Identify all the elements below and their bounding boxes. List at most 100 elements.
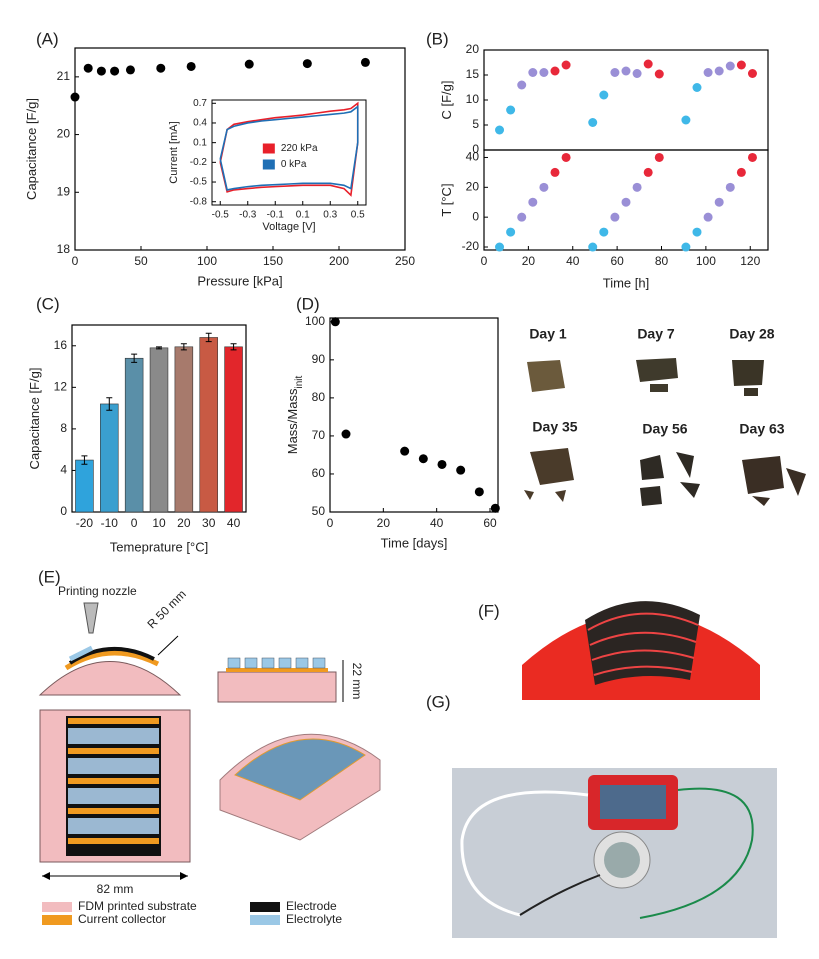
- x-axis-label: Time [days]: [381, 535, 448, 550]
- data-point: [551, 168, 560, 177]
- x-tick-label: 0: [327, 516, 334, 530]
- y-axis-label-main: Mass/Mass: [285, 388, 300, 454]
- data-point: [715, 198, 724, 207]
- data-point: [528, 198, 537, 207]
- photo-label: Day 28: [729, 326, 774, 342]
- data-point: [693, 83, 702, 92]
- height-label: 22 mm: [350, 663, 364, 700]
- panel-label: (B): [426, 29, 449, 48]
- photo-label: Day 56: [642, 421, 687, 437]
- x-tick-label: 0.3: [323, 210, 337, 221]
- data-point: [156, 64, 165, 73]
- x-tick-label: 80: [655, 254, 669, 268]
- y-tick-label: 90: [312, 352, 326, 366]
- photo-label: Day 1: [529, 326, 567, 342]
- y-tick-label: 8: [60, 421, 67, 435]
- panel-label: (C): [36, 294, 60, 313]
- y-tick-label: 21: [57, 69, 71, 83]
- data-point: [610, 68, 619, 77]
- data-point: [562, 61, 571, 70]
- sample-photo: [527, 360, 565, 392]
- y-axis-label-main: Current [mA]: [168, 121, 180, 183]
- data-point: [644, 60, 653, 69]
- bar: [125, 358, 143, 512]
- data-point: [528, 68, 537, 77]
- y-tick-label: 20: [466, 179, 480, 193]
- y-tick-label: -0.2: [190, 157, 208, 168]
- legend-label: Electrolyte: [286, 912, 342, 926]
- data-point: [97, 67, 106, 76]
- y-tick-label: 5: [472, 117, 479, 131]
- legend-label: 0 kPa: [281, 159, 307, 170]
- y-tick-label: 12: [54, 380, 68, 394]
- y-tick-label: 0.4: [193, 118, 207, 129]
- data-point: [126, 65, 135, 74]
- y-tick-label: -0.5: [190, 177, 208, 188]
- x-tick-label: 40: [227, 516, 241, 530]
- x-axis-label: Temeprature [°C]: [110, 539, 208, 554]
- data-point: [748, 153, 757, 162]
- data-point: [681, 243, 690, 252]
- y-tick-label: 100: [305, 314, 325, 328]
- data-point: [704, 213, 713, 222]
- y-axis-label-main: C [F/g]: [439, 80, 454, 119]
- photo-label: Day 35: [532, 419, 577, 435]
- legend-swatch: [263, 144, 275, 154]
- data-point: [110, 67, 119, 76]
- data-point: [748, 69, 757, 78]
- data-point: [400, 447, 409, 456]
- legend-label: FDM printed substrate: [78, 899, 197, 913]
- y-tick-label: 0.7: [193, 98, 207, 109]
- y-axis-label-main: T [°C]: [439, 183, 454, 216]
- y-axis-label: C [F/g]: [439, 80, 454, 119]
- data-point: [475, 487, 484, 496]
- legend-label: Current collector: [78, 912, 166, 926]
- x-tick-label: 40: [430, 516, 444, 530]
- width-label: 82 mm: [97, 882, 134, 896]
- data-point: [622, 198, 631, 207]
- data-point: [551, 67, 560, 76]
- data-point: [495, 126, 504, 135]
- data-point: [506, 228, 515, 237]
- y-tick-label: 10: [466, 92, 480, 106]
- data-point: [704, 68, 713, 77]
- x-axis-label: Pressure [kPa]: [197, 273, 282, 288]
- data-point: [456, 466, 465, 475]
- x-tick-label: 20: [377, 516, 391, 530]
- y-tick-label: 16: [54, 338, 68, 352]
- x-tick-label: 0.1: [296, 210, 310, 221]
- x-tick-label: 0: [72, 254, 79, 268]
- data-point: [655, 153, 664, 162]
- photo-label: Day 63: [739, 421, 784, 437]
- x-tick-label: 20: [177, 516, 191, 530]
- bar: [75, 460, 93, 512]
- y-axis-label: Capacitance [F/g]: [27, 368, 42, 470]
- data-point: [737, 168, 746, 177]
- x-tick-label: -0.5: [212, 210, 230, 221]
- data-point: [361, 58, 370, 67]
- circuit-photo: [452, 768, 777, 938]
- data-point: [539, 183, 548, 192]
- data-point: [245, 60, 254, 69]
- panel-label: (F): [478, 601, 500, 620]
- y-tick-label: 0.1: [193, 137, 207, 148]
- data-point: [622, 67, 631, 76]
- x-tick-label: 200: [329, 254, 349, 268]
- y-tick-label: 4: [60, 463, 67, 477]
- legend-label: 220 kPa: [281, 143, 318, 154]
- data-point: [71, 93, 80, 102]
- x-tick-label: 10: [152, 516, 166, 530]
- device-window: [600, 785, 666, 819]
- x-tick-label: 0: [481, 254, 488, 268]
- x-axis-label: Voltage [V]: [262, 221, 315, 233]
- y-tick-label: 80: [312, 390, 326, 404]
- data-point: [599, 228, 608, 237]
- y-tick-label: 40: [466, 150, 480, 164]
- panel-label: (A): [36, 29, 59, 48]
- bar: [225, 347, 243, 512]
- panel-label: (G): [426, 692, 451, 711]
- data-point: [303, 59, 312, 68]
- data-point: [342, 430, 351, 439]
- legend-swatch: [250, 915, 280, 925]
- y-tick-label: 15: [466, 67, 480, 81]
